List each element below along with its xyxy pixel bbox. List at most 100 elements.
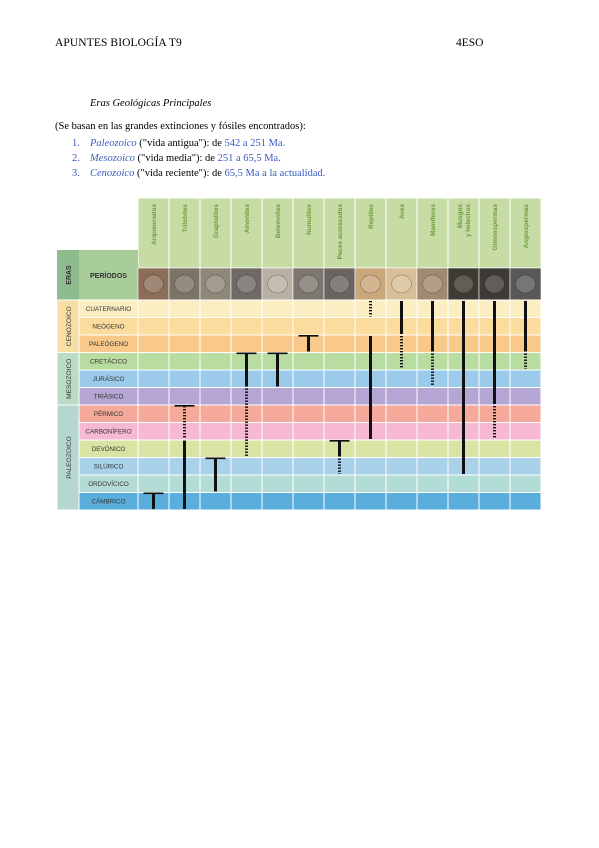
period-row-cell [323,387,356,406]
period-row-cell [199,422,232,441]
period-row-cell [261,439,294,458]
period-row-cell [292,369,325,388]
list-item: 3. Cenozoico ("vida reciente"): de 65,5 M… [72,166,325,181]
fern-fossil-icon-shape [453,274,474,294]
fern-fossil-icon [447,267,480,301]
period-label: CÁMBRICO [92,497,126,506]
period-row-cell [137,352,170,371]
period-row-cell [168,317,201,336]
period-label: PÉRMICO [94,409,123,418]
era-range: 65,5 Ma a la actualidad. [224,168,326,179]
period-row-cell [137,334,170,353]
era-label: CENOZOICO [66,306,73,346]
period-row-cell [199,299,232,318]
era-description: ("vida media"): de [134,153,218,164]
period-row-cell [230,387,263,406]
period-row-cell [416,352,449,371]
group-header-label: Musgosy helechos [457,204,472,237]
bird-fossil-icon-shape [391,274,412,294]
ammonite-fossil-icon-shape [236,274,257,294]
period-row-cell [509,439,542,458]
period-label: DEVÓNICO [92,444,126,453]
period-row-cell [447,474,480,493]
period-row-cell [323,352,356,371]
period-label: TRIÁSICO [94,392,124,401]
period-row-cell [509,404,542,423]
reptile-fossil-icon-shape [360,274,381,294]
period-row-cell [261,492,294,511]
mammal-fossil-icon-shape [422,274,443,294]
intro-text: (Se basan en las grandes extinciones y f… [55,121,306,132]
period-label: PALEÓGENO [89,339,128,348]
group-header-label: Belemnites [275,204,282,239]
period-row-cell [323,457,356,476]
period-row-cell [261,457,294,476]
period-row-cell [199,439,232,458]
period-row-cell [354,439,387,458]
period-row-cell [261,404,294,423]
period-row-cell [292,492,325,511]
trilobite-fossil-icon [168,267,201,301]
period-row-cell [385,387,418,406]
period-row-cell [354,317,387,336]
period-row-cell [230,457,263,476]
period-row-cell [447,492,480,511]
period-row-cell [199,334,232,353]
document-header-level: 4ESO [456,37,484,49]
period-row-cell [199,317,232,336]
list-number: 2. [72,153,80,164]
group-header-label: Amonites [244,204,251,234]
period-row-cell [137,457,170,476]
period-row-cell [385,422,418,441]
period-row-cell [416,422,449,441]
group-header-cell [137,198,170,269]
period-row-cell [385,369,418,388]
nummulite-fossil-icon [292,267,325,301]
period-row-cell [509,422,542,441]
angiosperm-fossil-icon [509,267,542,301]
era-name: Mesozoico [90,153,135,164]
period-row-cell [137,299,170,318]
period-row-cell [416,404,449,423]
period-label: CUATERNARIO [86,306,131,313]
period-label: CRETÁCICO [90,357,127,366]
period-row-cell [292,299,325,318]
period-row-cell [230,474,263,493]
period-row-cell [137,317,170,336]
period-row-cell [261,317,294,336]
period-row-cell [323,334,356,353]
period-row-cell [416,492,449,511]
group-header-cell [168,198,201,269]
period-row-cell [416,439,449,458]
period-row-cell [230,334,263,353]
group-header-cell [416,198,449,269]
group-header-cell [292,198,325,269]
period-row-cell [168,387,201,406]
period-row-cell [509,352,542,371]
period-label: SILÚRICO [94,462,124,471]
list-item: 2. Mesozoico ("vida media"): de 251 a 65,… [72,151,325,166]
period-row-cell [323,404,356,423]
period-row-cell [292,457,325,476]
period-row-cell [509,387,542,406]
era-name: Paleozoico [90,138,137,149]
period-row-cell [230,299,263,318]
period-row-cell [199,369,232,388]
gymnosperm-fossil-icon-shape [484,274,505,294]
period-row-cell [478,474,511,493]
fossil-range-svg: Arqueociatos Trilobites Graptolitos Amonite… [57,198,542,511]
period-row-cell [261,422,294,441]
document-header-subject: APUNTES BIOLOGÍA T9 [55,37,182,49]
list-number: 1. [72,138,80,149]
list-item: 1. Paleozoico ("vida antigua"): de 542 a … [72,136,325,151]
period-row-cell [323,317,356,336]
period-row-cell [137,439,170,458]
era-label: PALEOZOICO [66,436,73,478]
period-label: CARBONÍFERO [85,427,131,436]
period-label: JURÁSICO [93,374,125,383]
armored-fish-fossil-icon-shape [329,274,350,294]
period-row-cell [168,299,201,318]
period-row-cell [168,334,201,353]
period-row-cell [137,474,170,493]
period-row-cell [478,492,511,511]
